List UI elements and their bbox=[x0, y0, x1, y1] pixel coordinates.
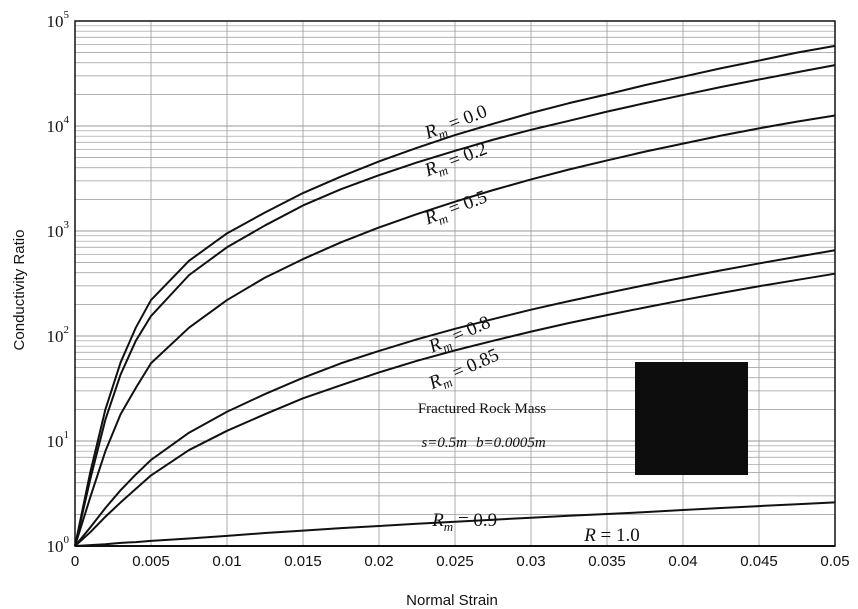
y-axis-label: Conductivity Ratio bbox=[11, 230, 28, 351]
annotation-b-value: b=0.0005m bbox=[476, 435, 546, 451]
series-line bbox=[74, 249, 836, 547]
x-tick-label: 0.04 bbox=[668, 553, 697, 570]
x-tick-label: 0.025 bbox=[436, 553, 474, 570]
y-tick-label: 104 bbox=[47, 114, 70, 136]
y-tick-label: 101 bbox=[47, 429, 70, 451]
series-line bbox=[74, 44, 836, 547]
y-tick-label: 105 bbox=[47, 9, 70, 31]
x-tick-label: 0.03 bbox=[516, 553, 545, 570]
annotation-block: Fractured Rock Mass s=0.5m b=0.0005m bbox=[418, 362, 748, 475]
curve-label: Rm = 0.5 bbox=[421, 186, 491, 232]
series-line bbox=[74, 501, 836, 547]
x-axis-label: Normal Strain bbox=[406, 592, 498, 609]
annotation-s-value: s=0.5m bbox=[421, 435, 467, 451]
legend-box-marker bbox=[635, 362, 748, 475]
x-tick-labels: 0 0.005 0.01 0.015 0.02 0.025 0.03 0.035 0.04 0.0… bbox=[71, 553, 850, 570]
x-tick-label: 0.045 bbox=[740, 553, 778, 570]
y-tick-labels: 100 101 102 103 104 105 bbox=[47, 9, 70, 556]
x-tick-label: 0.01 bbox=[212, 553, 241, 570]
series-line bbox=[74, 64, 836, 547]
curve-label: Rm = 0.2 bbox=[421, 138, 491, 184]
y-tick-label: 100 bbox=[47, 534, 70, 556]
annotation-title: Fractured Rock Mass bbox=[418, 401, 546, 417]
curve-label: R = 1.0 bbox=[583, 525, 640, 546]
series-line bbox=[74, 272, 836, 547]
x-tick-label: 0.05 bbox=[820, 553, 849, 570]
x-tick-label: 0.035 bbox=[588, 553, 626, 570]
plot-frame bbox=[74, 20, 836, 547]
curve-label: Rm = 0.9 bbox=[431, 510, 497, 534]
x-tick-label: 0 bbox=[71, 553, 79, 570]
series-line bbox=[74, 114, 836, 547]
y-tick-label: 103 bbox=[47, 219, 70, 241]
y-tick-label: 102 bbox=[47, 324, 70, 346]
x-tick-label: 0.02 bbox=[364, 553, 393, 570]
x-tick-label: 0.015 bbox=[284, 553, 322, 570]
x-tick-label: 0.005 bbox=[132, 553, 170, 570]
series-curves bbox=[74, 44, 836, 547]
